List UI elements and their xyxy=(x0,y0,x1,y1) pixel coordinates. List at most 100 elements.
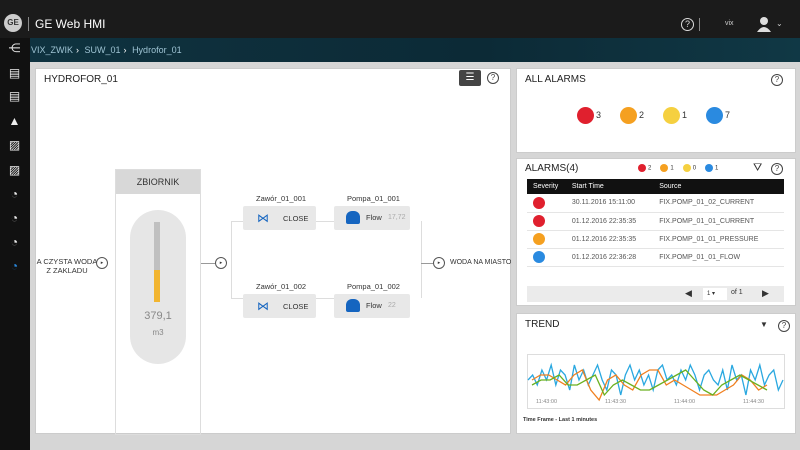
filter-icon[interactable]: ⛛ xyxy=(753,162,763,174)
help-icon[interactable]: ? xyxy=(771,163,783,175)
outlet-node[interactable]: ▸ xyxy=(433,257,445,269)
inlet-label: A CZYSTA WODA Z ZAKLADU xyxy=(36,257,98,275)
junction-node[interactable]: ▸ xyxy=(215,257,227,269)
trend-series-line xyxy=(531,369,768,402)
trend-chart xyxy=(527,354,785,409)
user-name[interactable]: vix xyxy=(725,20,734,27)
breadcrumb-item[interactable]: SUW_01 xyxy=(84,45,121,55)
alarm-count[interactable]: 1 xyxy=(705,164,718,172)
breadcrumb: VIX_ZWIK › SUW_01 › Hydrofor_01 xyxy=(0,38,800,62)
severity-icon xyxy=(533,233,545,245)
severity-icon xyxy=(638,164,646,172)
severity-icon xyxy=(706,107,724,124)
database-settings-icon[interactable]: ▤ xyxy=(8,89,21,103)
help-icon[interactable]: ? xyxy=(771,74,783,86)
panel-title: ALARMS(4) xyxy=(525,163,579,174)
alarm-count[interactable]: 3 xyxy=(577,107,601,124)
gauge-icon[interactable]: ◔ xyxy=(10,211,19,225)
prev-page-button[interactable]: ◀ xyxy=(685,288,692,298)
gauge-active-icon[interactable]: ◔ xyxy=(10,259,19,273)
column-header[interactable]: Severity xyxy=(527,179,566,194)
severity-icon xyxy=(663,107,681,124)
alarm-icon[interactable]: ▲ xyxy=(8,114,21,128)
outlet-label: WODA NA MIASTO xyxy=(450,259,512,266)
gauge-icon[interactable]: ◔ xyxy=(10,235,19,249)
panel-title: TREND xyxy=(525,319,560,330)
pump-name: Pompa_01_002 xyxy=(347,282,400,291)
divider xyxy=(699,18,700,31)
x-tick-label: 11:43:30 xyxy=(605,399,627,405)
pump-name: Pompa_01_001 xyxy=(347,194,400,203)
column-header[interactable]: Source xyxy=(653,179,784,194)
severity-icon xyxy=(620,107,638,124)
tank-value: 379,1 xyxy=(144,310,172,322)
help-icon[interactable]: ? xyxy=(681,18,694,31)
valve-1[interactable]: ⋈ CLOSE xyxy=(243,206,316,230)
panel-title: ALL ALARMS xyxy=(525,74,586,85)
user-avatar-icon[interactable] xyxy=(757,16,771,32)
tank-unit: m3 xyxy=(152,328,164,337)
tank-frame: ZBIORNIK 379,1 m3 xyxy=(115,169,201,435)
x-tick-label: 11:44:30 xyxy=(743,399,765,405)
ge-logo: GE xyxy=(4,14,22,32)
column-header[interactable]: Start Time xyxy=(565,179,654,194)
share-icon[interactable]: ⋲ xyxy=(8,41,21,55)
page-count: of 1 xyxy=(731,289,743,296)
page-select[interactable]: 1 ▾ xyxy=(703,288,727,300)
pump-1[interactable]: Flow 17,72 xyxy=(334,206,410,230)
alarm-count[interactable]: 7 xyxy=(706,107,730,124)
settings-sliders-icon[interactable]: ☰ xyxy=(459,70,481,86)
alarm-count[interactable]: 1 xyxy=(660,164,674,172)
next-page-button[interactable]: ▶ xyxy=(762,288,769,298)
severity-icon xyxy=(533,215,545,227)
x-tick-label: 11:43:00 xyxy=(536,399,558,405)
alarm-count[interactable]: 2 xyxy=(620,107,644,124)
chevron-down-icon[interactable]: ⌄ xyxy=(776,19,783,28)
trend-series-line xyxy=(531,369,768,397)
valve-name: Zawór_01_002 xyxy=(256,282,307,291)
breadcrumb-item[interactable]: VIX_ZWIK xyxy=(31,45,74,55)
severity-icon xyxy=(660,164,669,172)
breadcrumb-item[interactable]: Hydrofor_01 xyxy=(132,45,182,55)
alarm-count[interactable]: 0 xyxy=(682,164,696,172)
valve-2[interactable]: ⋈ CLOSE xyxy=(243,294,316,318)
top-bar: GE GE Web HMI ? vix ⌄ xyxy=(0,0,800,38)
table-row[interactable]: 01.12.2016 22:35:35 FIX.POMP_01_01_PRESSU… xyxy=(527,230,784,249)
sidebar: ⋲ ▤ ▤ ▲ ▨ ▨ ◔ ◔ ◔ ◔ xyxy=(0,38,30,450)
pump-icon xyxy=(346,299,360,312)
valve-icon: ⋈ xyxy=(257,211,269,225)
severity-icon xyxy=(577,107,594,124)
database-icon[interactable]: ▤ xyxy=(8,66,21,80)
time-frame: Time Frame - Last 1 minutes xyxy=(523,417,598,423)
pump-2[interactable]: Flow 22 xyxy=(334,294,410,318)
pagination: ◀ 1 ▾ of 1 ▶ xyxy=(527,286,784,302)
severity-icon xyxy=(533,251,545,263)
gauge-icon[interactable]: ◔ xyxy=(10,187,19,201)
pump-icon xyxy=(346,211,360,224)
inlet-node[interactable]: ▸ xyxy=(96,257,108,269)
picture-stack-icon[interactable]: ▨ xyxy=(8,163,21,177)
alarms-table: Severity Start Time Source 30.11.2016 15… xyxy=(527,179,784,267)
dropdown-icon[interactable]: ▼ xyxy=(760,320,768,329)
tank-title: ZBIORNIK xyxy=(116,170,200,194)
x-tick-label: 11:44:00 xyxy=(674,399,696,405)
severity-icon xyxy=(705,164,714,172)
severity-icon xyxy=(533,196,545,209)
app-title: GE Web HMI xyxy=(35,17,106,31)
valve-name: Zawór_01_001 xyxy=(256,194,307,203)
all-alarms-panel: ALL ALARMS ? 3 2 1 7 xyxy=(516,68,796,153)
alarm-count[interactable]: 2 xyxy=(638,164,651,172)
tank: 379,1 m3 xyxy=(130,210,186,364)
panel-title: HYDROFOR_01 xyxy=(44,74,118,85)
picture-icon[interactable]: ▨ xyxy=(8,138,21,152)
alarm-count[interactable]: 1 xyxy=(663,107,687,124)
table-row[interactable]: 01.12.2016 22:35:35 FIX.POMP_01_01_CURREN… xyxy=(527,212,784,231)
severity-icon xyxy=(682,164,691,172)
help-icon[interactable]: ? xyxy=(778,320,790,332)
hydrofor-panel: HYDROFOR_01 ☰ ? A CZYSTA WODA Z ZAKLADU ▸… xyxy=(35,68,512,435)
table-row[interactable]: 30.11.2016 15:11:00 FIX.POMP_01_02_CURREN… xyxy=(527,194,784,213)
table-row[interactable]: 01.12.2016 22:36:28 FIX.POMP_01_01_FLOW xyxy=(527,248,784,267)
tank-level-bar xyxy=(154,222,160,302)
help-icon[interactable]: ? xyxy=(487,72,499,84)
